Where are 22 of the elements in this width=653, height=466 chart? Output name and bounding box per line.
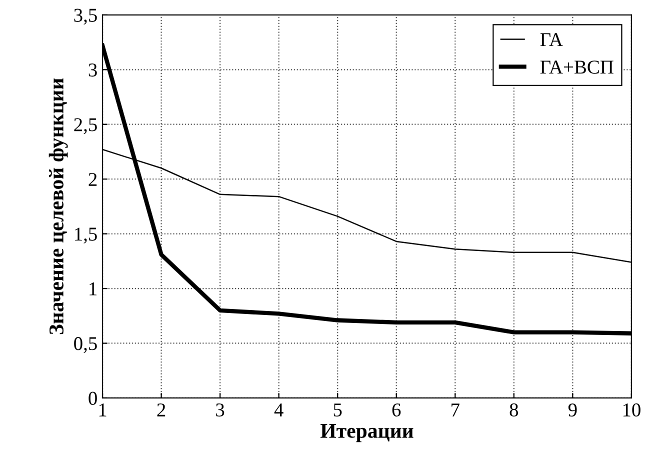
y-tick-label: 2,5: [74, 118, 97, 134]
x-tick-label: 8: [510, 403, 518, 417]
y-tick-label: 2: [88, 172, 97, 186]
y-axis-title: Значение целевой функции: [48, 78, 68, 334]
x-tick-label: 10: [623, 403, 640, 417]
y-tick-label: 3,5: [74, 8, 97, 25]
legend-label: ГА: [540, 33, 563, 46]
y-tick-label: 0: [88, 392, 97, 405]
x-tick-label: 1: [99, 403, 106, 416]
x-axis-title: Итерации: [320, 424, 414, 442]
y-tick-label: 1,5: [75, 228, 97, 244]
y-tick-label: 3: [88, 64, 97, 77]
x-tick-label: 9: [568, 403, 577, 417]
x-tick-label: 2: [157, 403, 166, 416]
x-tick-label: 4: [274, 404, 284, 416]
x-tick-label: 6: [392, 403, 401, 417]
x-tick-label: 7: [452, 404, 460, 416]
y-tick-label: 1: [90, 282, 96, 296]
legend-label: ГА+ВСП: [540, 60, 614, 74]
y-tick-label: 0,5: [74, 337, 97, 353]
x-tick-label: 5: [334, 404, 342, 417]
x-tick-label: 3: [216, 403, 224, 417]
